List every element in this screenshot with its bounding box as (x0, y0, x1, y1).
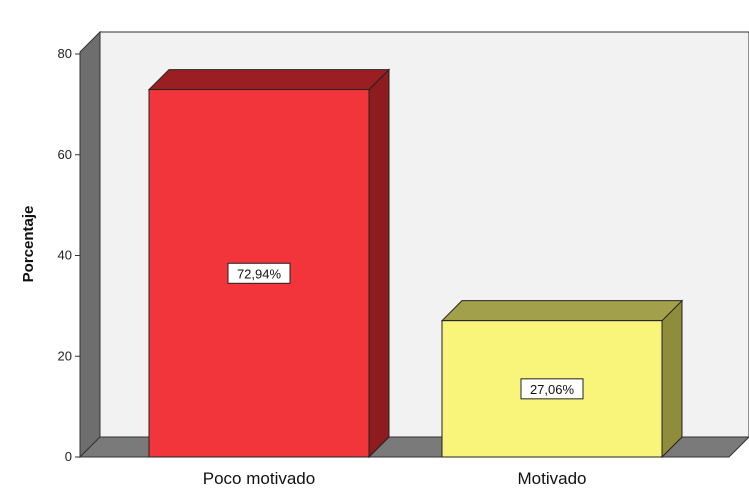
y-axis-title: Porcentaje (20, 206, 37, 283)
bar-side (661, 299, 683, 459)
bar-top (147, 69, 391, 91)
x-category-label: Poco motivado (203, 469, 315, 488)
bars-group: 72,94% 27,06% (147, 68, 684, 459)
y-axis-ticks: 0 20 40 60 80 (58, 46, 80, 464)
data-label-box (520, 378, 584, 400)
data-label-box (227, 262, 291, 284)
bar-1: 72,94% (147, 68, 391, 459)
data-label: 27,06% (530, 382, 575, 397)
y-tick-label: 60 (58, 147, 72, 162)
data-label: 72,94% (237, 266, 282, 281)
y-tick-label: 20 (58, 348, 72, 363)
bar-top (440, 300, 684, 322)
chart-side-wall (79, 30, 101, 459)
y-tick-label: 40 (58, 248, 72, 263)
x-category-label: Motivado (518, 469, 587, 488)
bar-side (368, 68, 390, 459)
bar-2: 27,06% (440, 299, 684, 459)
y-tick-label: 80 (58, 46, 72, 61)
y-tick-label: 0 (65, 449, 72, 464)
x-axis-labels: Poco motivado Motivado (203, 469, 587, 488)
